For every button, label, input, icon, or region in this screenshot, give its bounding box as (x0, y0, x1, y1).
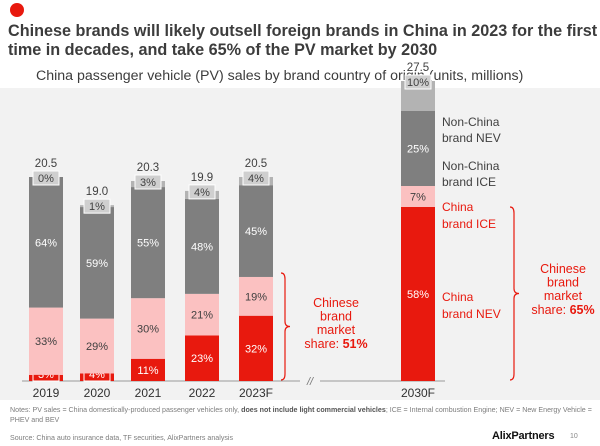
china-flag-icon (10, 3, 24, 17)
category-label: 2020 (84, 386, 111, 400)
bar-total-label: 20.3 (137, 162, 159, 174)
bar-segment-label: 33% (35, 336, 57, 348)
footnote: Notes: PV sales = China domestically-pro… (10, 405, 595, 425)
category-label: 2019 (33, 386, 60, 400)
bar-segment-label: 55% (137, 238, 159, 250)
axis-break-mark: // (306, 376, 314, 388)
bar-segment (29, 307, 63, 375)
share-bracket-2023 (280, 272, 291, 381)
share-annotation-text: brand (320, 310, 352, 324)
alixpartners-logo: AlixPartners (492, 430, 555, 442)
bar-segment (239, 315, 273, 381)
bar-segment (239, 185, 273, 277)
share-annotation-line: Chinese (313, 296, 359, 310)
share-annotation-value: 51% (343, 337, 368, 351)
bar-segment-label: 7% (410, 192, 426, 204)
share-annotation-line: market (544, 289, 583, 303)
chart-subtitle: China passenger vehicle (PV) sales by br… (36, 68, 524, 84)
bar-segment (185, 335, 219, 381)
bar-label-box (134, 174, 162, 190)
page-number: 10 (570, 433, 578, 440)
share-annotation-text: share: 65% (531, 303, 594, 317)
bar-segment (131, 187, 165, 299)
category-label: 2030F (401, 386, 435, 400)
bar-total-label: 20.5 (35, 158, 57, 170)
bar-segment-label: 58% (407, 289, 429, 301)
legend-label: Non-China (442, 115, 500, 129)
bar-segment-label: 21% (191, 310, 213, 322)
share-annotation-text: market (317, 323, 356, 337)
share-annotation-line: Chinese (540, 262, 586, 276)
bar-segment (80, 207, 114, 319)
bar-total-label: 20.5 (245, 158, 267, 170)
footnote-bold-text: does not include light commercial vehicl… (241, 406, 386, 414)
bar-segment (185, 293, 219, 336)
share-annotation-value: 65% (570, 303, 595, 317)
bar-segment-label: 59% (86, 258, 108, 270)
footnote-text-end: ; ICE = Internal combustion Engine; NEV … (10, 406, 592, 424)
share-bracket-2030 (509, 206, 520, 381)
category-label: 2023F (239, 386, 273, 400)
bar-segment (131, 358, 165, 381)
share-annotation-line: brand (547, 276, 579, 290)
bar-segment-label: 23% (191, 353, 213, 365)
bar-segment-label: 10% (407, 77, 429, 89)
bar-label-box (404, 74, 432, 90)
bar-segment (401, 186, 435, 207)
bar-label-box (83, 198, 111, 214)
share-annotation-text: brand (547, 276, 579, 290)
category-label: 2021 (135, 386, 162, 400)
share-annotation-text: share: 51% (304, 337, 367, 351)
share-annotation-line: share: (304, 337, 342, 351)
share-annotation-text: market (544, 289, 583, 303)
bar-segment-label: 1% (89, 201, 105, 213)
share-annotation-line: brand (320, 310, 352, 324)
legend-label: China (442, 290, 474, 304)
bar-segment-label: 32% (245, 343, 267, 355)
bar-segment (131, 298, 165, 359)
share-annotation-line: share: (531, 303, 569, 317)
footnote-text: Notes: PV sales = China domestically-pro… (10, 406, 242, 414)
bar-total-label: 19.9 (191, 172, 213, 184)
bar-segment (80, 318, 114, 374)
source-line: Source: China auto insurance data, TF se… (10, 434, 234, 442)
share-annotation-text: Chinese (540, 262, 586, 276)
bar-label-box (188, 184, 216, 200)
share-annotation-text: Chinese (313, 296, 359, 310)
bar-segment-label: 19% (245, 291, 267, 303)
bar-segment-label: 11% (137, 365, 158, 377)
bar-segment (29, 177, 63, 308)
bar-segment (401, 111, 435, 186)
bar-label-box (242, 170, 270, 186)
bar-segment (239, 276, 273, 316)
bar-segment-label: 48% (191, 241, 213, 253)
legend-label: brand ICE (442, 217, 496, 231)
bar-label-box (32, 170, 60, 186)
page-title: Chinese brands will likely outsell forei… (8, 22, 598, 59)
legend-label: brand NEV (442, 307, 501, 321)
bar-segment-label: 4% (194, 187, 210, 199)
bar-segment-label: 30% (137, 323, 159, 335)
legend-label: brand ICE (442, 175, 496, 189)
bar-segment (185, 198, 219, 294)
bar-segment-label: 25% (407, 144, 429, 156)
bar-segment-label: 29% (86, 341, 108, 353)
bar-segment-label: 0% (38, 173, 54, 185)
share-annotation-line: market (317, 323, 356, 337)
bar-segment (401, 207, 435, 381)
category-label: 2022 (189, 386, 216, 400)
bar-total-label: 27.5 (407, 62, 429, 74)
bar-segment-label: 64% (35, 237, 57, 249)
bar-segment-label: 4% (248, 173, 264, 185)
bar-segment-label: 45% (245, 226, 267, 238)
legend-label: China (442, 200, 474, 214)
bar-segment-label: 3% (140, 177, 156, 189)
bar-total-label: 19.0 (86, 186, 108, 198)
legend-label: brand NEV (442, 131, 501, 145)
legend-label: Non-China (442, 159, 500, 173)
stacked-bar-chart: // 3% 33% 64% 0% 20.5 2019 4% 29% 59% 1% 19.0 2020 11… (22, 62, 595, 400)
